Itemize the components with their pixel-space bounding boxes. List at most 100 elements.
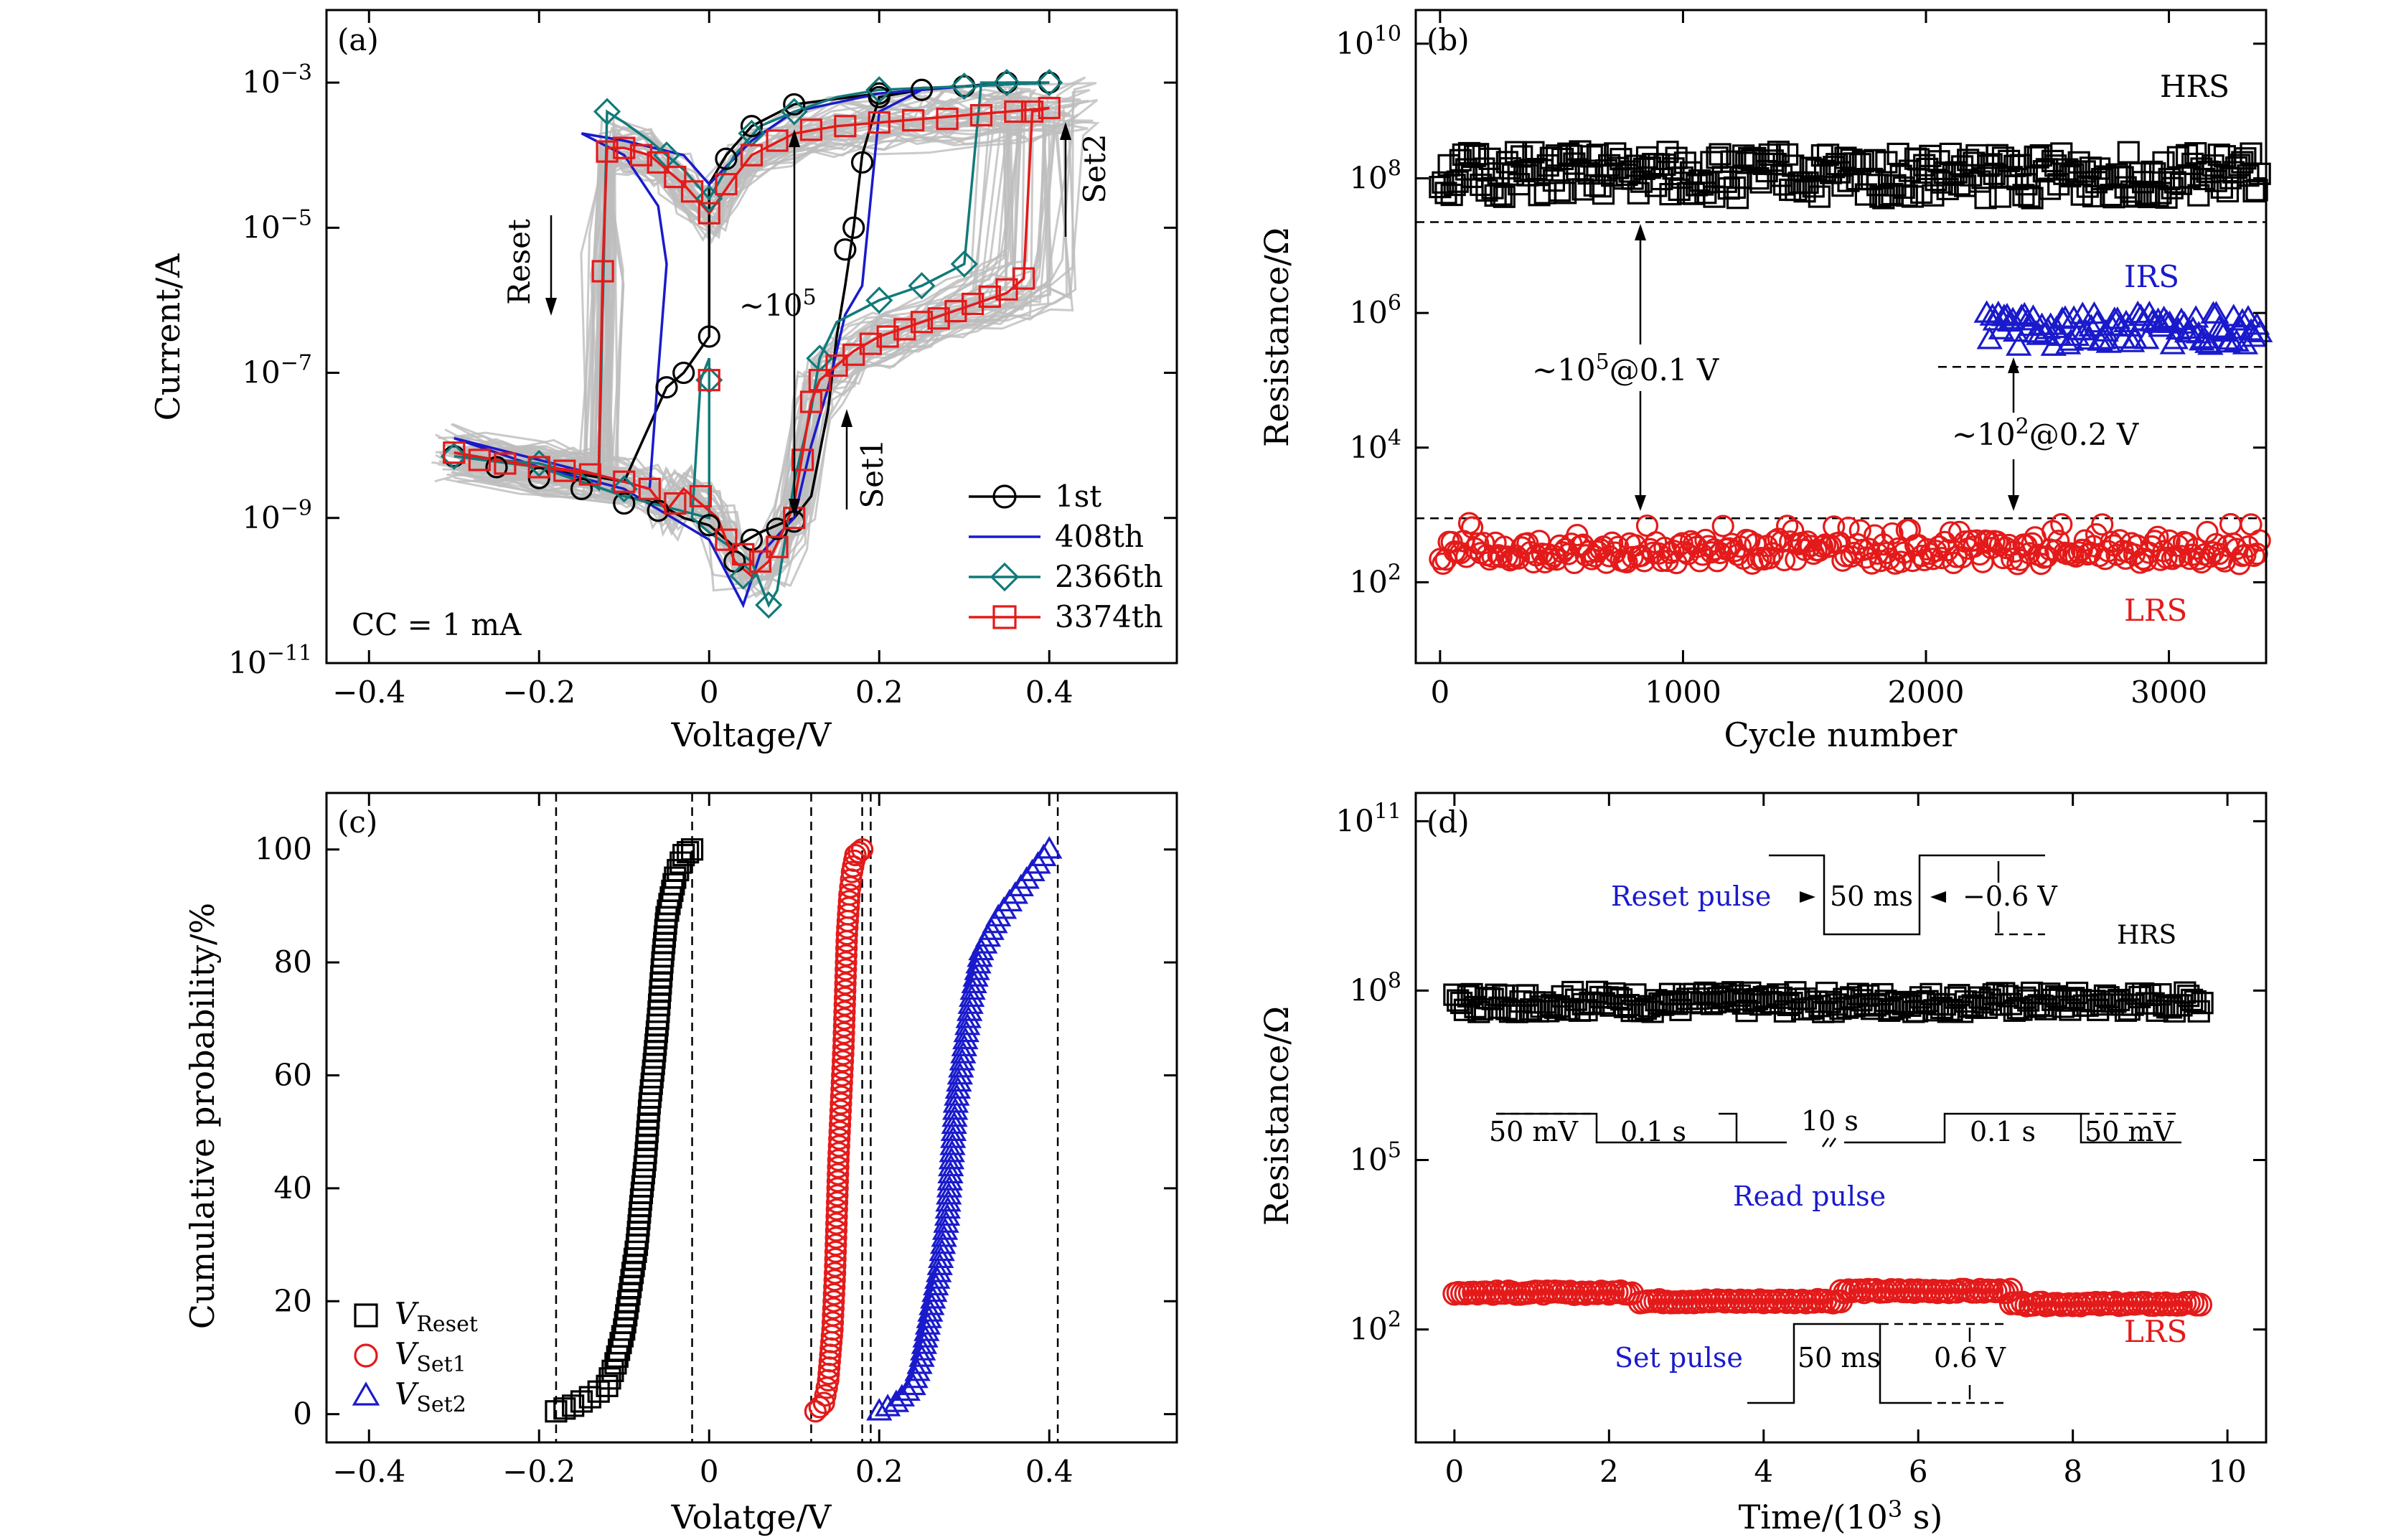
- b-marker-LRS: [1460, 516, 1484, 539]
- a-marker-3374th: [961, 292, 985, 316]
- a-marker-3374th: [1038, 96, 1061, 120]
- b-marker-HRS: [2163, 171, 2186, 194]
- c-marker-VReset: [642, 1053, 665, 1076]
- d-hrs-label: HRS: [2117, 921, 2176, 950]
- b-marker-LRS: [1679, 530, 1703, 553]
- b-marker-LRS: [1467, 532, 1490, 555]
- a-marker-2366th: [695, 366, 723, 394]
- a-marker-3374th: [748, 550, 771, 573]
- b-marker-HRS: [1443, 174, 1466, 197]
- b-marker-LRS: [2044, 539, 2067, 562]
- c-marker-VSet2: [935, 1188, 962, 1212]
- b-marker-LRS: [2199, 545, 2222, 568]
- a-ratio-label: ~105: [739, 285, 817, 323]
- d-marker-LRS: [1802, 1290, 1826, 1314]
- b-marker-LRS: [2169, 545, 2193, 568]
- d-marker-LRS: [1833, 1280, 1857, 1305]
- b-marker-HRS: [1475, 179, 1498, 202]
- c-marker-VSet2: [956, 998, 983, 1021]
- d-marker-HRS: [2187, 1000, 2210, 1023]
- b-marker-LRS: [1457, 512, 1481, 535]
- c-marker-VSet2: [913, 1318, 940, 1341]
- a-marker-3374th: [944, 300, 967, 323]
- a-marker-3374th: [443, 441, 466, 464]
- c-marker-VSet2: [883, 1389, 910, 1412]
- a-legend: 1st 408th 2366th 3374th: [969, 479, 1163, 634]
- b-marker-HRS: [1776, 143, 1799, 166]
- c-marker-VReset: [653, 925, 677, 948]
- c-marker-VReset: [639, 1079, 662, 1102]
- d-series-markers: [1442, 980, 2214, 1318]
- c-marker-VSet2: [941, 1111, 967, 1135]
- c-marker-VReset: [672, 843, 695, 867]
- b-marker-HRS: [1860, 167, 1884, 190]
- c-marker-VReset: [627, 1213, 650, 1237]
- a-background-cycles: [431, 76, 1100, 601]
- c-marker-VSet2: [939, 1140, 965, 1163]
- b-marker-LRS: [1889, 550, 1912, 573]
- c-marker-VSet2: [912, 1325, 939, 1348]
- c-marker-VSet2: [917, 1299, 944, 1322]
- y-tick-label-exponent: 2: [1388, 1307, 1401, 1333]
- a-marker-3374th: [697, 202, 720, 225]
- b-marker-IRS: [2090, 327, 2116, 349]
- a-marker-3374th: [494, 452, 517, 475]
- b-marker-HRS: [1936, 177, 1959, 201]
- b-marker-LRS: [2146, 525, 2169, 548]
- a-marker-3374th: [978, 285, 1001, 308]
- c-marker-VSet2: [904, 1358, 931, 1381]
- c-marker-VSet2: [944, 1076, 972, 1099]
- y-tick-label-base: 10: [1349, 161, 1387, 196]
- a-marker-3374th: [902, 109, 925, 132]
- c-legend-label-Set1: VSet1: [395, 1336, 466, 1377]
- b-marker-HRS: [2041, 149, 2064, 173]
- b-marker-HRS: [1898, 159, 1921, 182]
- y-tick-label-base: 10: [1349, 1142, 1387, 1178]
- a-marker-3374th: [638, 477, 661, 500]
- c-marker-VSet2: [929, 1231, 957, 1254]
- b-marker-LRS: [1668, 534, 1691, 557]
- b-ratio1-exponent: 5: [1596, 349, 1610, 375]
- b-marker-HRS: [1455, 158, 1478, 181]
- a-gray-cycle-curve: [450, 98, 1099, 571]
- b-marker-LRS: [2187, 548, 2210, 571]
- b-marker-HRS: [1627, 182, 1650, 205]
- a-gray-cycle-curve: [466, 123, 1058, 598]
- a-marker-3374th: [697, 369, 720, 392]
- b-marker-LRS: [1823, 515, 1846, 538]
- b-marker-HRS: [1624, 154, 1647, 177]
- c-marker-VSet2: [938, 1146, 965, 1170]
- y-tick-label-base: 10: [1349, 972, 1387, 1008]
- b-marker-LRS: [1574, 544, 1597, 567]
- x-tick-label: −0.4: [332, 675, 405, 710]
- a-marker-3374th: [680, 180, 704, 203]
- d-marker-LRS: [2188, 1292, 2213, 1317]
- d-lrs-label: LRS: [2124, 1314, 2187, 1349]
- x-tick-label: 2000: [1888, 675, 1965, 710]
- c-marker-VSet1: [847, 841, 870, 864]
- b-marker-HRS: [1638, 156, 1662, 179]
- c-marker-VSet2: [933, 1210, 959, 1233]
- d-marker-HRS: [2191, 992, 2214, 1015]
- a-marker-2366th: [755, 591, 783, 619]
- b-ratio1-arrowhead-up: [1635, 224, 1646, 240]
- b-marker-HRS: [2248, 162, 2271, 185]
- c-legend-label-base: V: [395, 1376, 419, 1412]
- c-marker-VReset: [677, 841, 700, 864]
- c-marker-VReset: [644, 1040, 667, 1063]
- c-marker-VReset: [647, 1000, 670, 1023]
- y-tick-label-exponent: 6: [1388, 291, 1401, 316]
- c-marker-VSet1: [814, 1384, 837, 1407]
- c-marker-VReset: [631, 1175, 654, 1198]
- c-marker-VSet2: [954, 1013, 981, 1036]
- c-marker-VSet2: [952, 1026, 979, 1050]
- b-marker-HRS: [2117, 141, 2140, 164]
- c-marker-VSet2: [949, 1048, 975, 1071]
- a-marker-3374th: [876, 325, 899, 348]
- b-marker-HRS: [1604, 142, 1627, 165]
- d-set-pulse-label: Set pulse: [1615, 1342, 1743, 1374]
- b-marker-HRS: [1481, 177, 1504, 199]
- c-marker-VReset: [664, 866, 687, 889]
- y-tick-label: 1011: [1335, 799, 1401, 838]
